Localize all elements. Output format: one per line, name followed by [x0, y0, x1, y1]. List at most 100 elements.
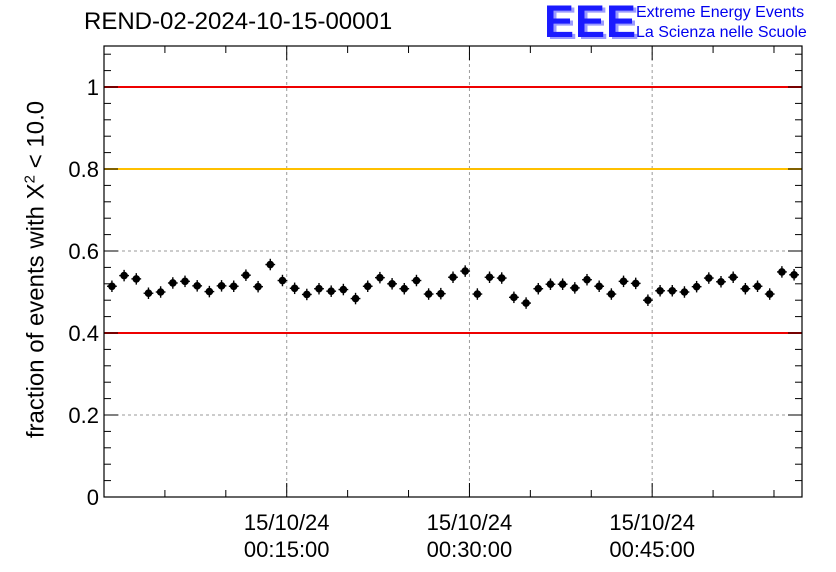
data-point [472, 288, 483, 300]
data-point [496, 272, 507, 284]
data-point [460, 265, 471, 277]
point-marker [644, 296, 652, 305]
data-point [375, 271, 385, 284]
data-point [399, 282, 410, 295]
point-marker [510, 293, 518, 302]
data-point [630, 277, 641, 290]
point-marker [278, 276, 287, 285]
point-marker [680, 288, 689, 296]
point-marker [388, 280, 396, 288]
data-point [569, 282, 580, 294]
tick-labels: 00.20.40.60.8115/10/2400:15:0015/10/2400… [68, 75, 695, 562]
point-marker [485, 273, 494, 282]
plot-frame [103, 45, 803, 498]
data-point [119, 269, 129, 282]
data-point [180, 275, 190, 288]
data-point [435, 287, 446, 300]
point-marker [497, 274, 506, 282]
data-point [667, 285, 678, 297]
data-point [545, 278, 556, 290]
data-point [716, 276, 726, 288]
eee-logo-mark: EEE [544, 0, 638, 47]
point-marker [705, 274, 713, 282]
point-marker [656, 286, 664, 295]
point-marker [339, 285, 348, 294]
point-marker [449, 273, 457, 282]
data-points [107, 258, 799, 309]
y-tick-label: 0 [87, 485, 99, 510]
point-marker [522, 299, 530, 307]
point-marker [376, 273, 384, 282]
point-marker [692, 282, 701, 291]
point-marker [205, 287, 214, 296]
eee-logo: EEE Extreme Energy Events La Scienza nel… [544, 0, 834, 47]
data-point [582, 273, 592, 286]
y-tick-label: 0.6 [68, 239, 99, 264]
point-marker [753, 282, 762, 291]
point-marker [607, 290, 616, 298]
point-marker [144, 289, 153, 298]
data-point [679, 286, 690, 298]
point-marker [400, 284, 409, 293]
point-marker [351, 294, 360, 303]
point-marker [412, 276, 421, 285]
point-marker [437, 289, 445, 298]
data-point [241, 269, 251, 281]
data-point [509, 291, 519, 304]
point-marker [254, 282, 262, 291]
point-marker [363, 282, 372, 291]
data-point [253, 280, 263, 293]
point-marker [729, 273, 737, 282]
x-tick-label-time: 00:15:00 [244, 537, 330, 562]
data-point [618, 275, 629, 288]
point-marker [765, 290, 774, 298]
point-marker [619, 277, 628, 286]
eee-logo-line2: La Scienza nelle Scuole [636, 24, 807, 41]
point-marker [193, 282, 201, 290]
point-marker [741, 284, 750, 293]
point-marker [120, 271, 128, 280]
data-point [606, 288, 617, 300]
point-marker [558, 280, 567, 289]
data-point [167, 277, 178, 289]
point-marker [473, 290, 482, 298]
data-point [557, 278, 568, 290]
point-marker [461, 267, 469, 275]
data-point [752, 280, 763, 292]
point-marker [631, 279, 640, 288]
data-point [362, 280, 373, 292]
y-tick-label: 0.2 [68, 403, 99, 428]
point-marker [229, 282, 238, 291]
data-point [265, 258, 276, 271]
data-point [789, 269, 799, 281]
data-point [350, 292, 361, 305]
data-point [643, 294, 653, 306]
data-point [728, 271, 739, 283]
point-marker [790, 270, 798, 279]
x-tick-label-time: 00:30:00 [427, 537, 513, 562]
data-point [764, 288, 775, 300]
data-point [533, 282, 544, 295]
data-point [777, 266, 787, 278]
chart-title: REND-02-2024-10-15-00001 [84, 8, 393, 35]
point-marker [108, 282, 116, 291]
data-point [740, 282, 751, 295]
data-point [338, 283, 349, 296]
point-marker [583, 275, 591, 284]
data-point [228, 280, 239, 292]
data-point [703, 272, 714, 284]
x-tick-label-date: 15/10/24 [609, 510, 695, 535]
point-marker [595, 282, 603, 291]
data-point [131, 273, 142, 285]
data-point [521, 297, 531, 309]
point-marker [424, 290, 433, 298]
point-marker [266, 260, 275, 269]
data-point [691, 280, 702, 293]
data-point [423, 288, 434, 300]
data-point [155, 286, 166, 298]
point-marker [303, 290, 311, 299]
point-marker [132, 275, 141, 283]
point-marker [181, 277, 189, 286]
x-tick-label-date: 15/10/24 [427, 510, 513, 535]
point-marker [778, 268, 786, 276]
